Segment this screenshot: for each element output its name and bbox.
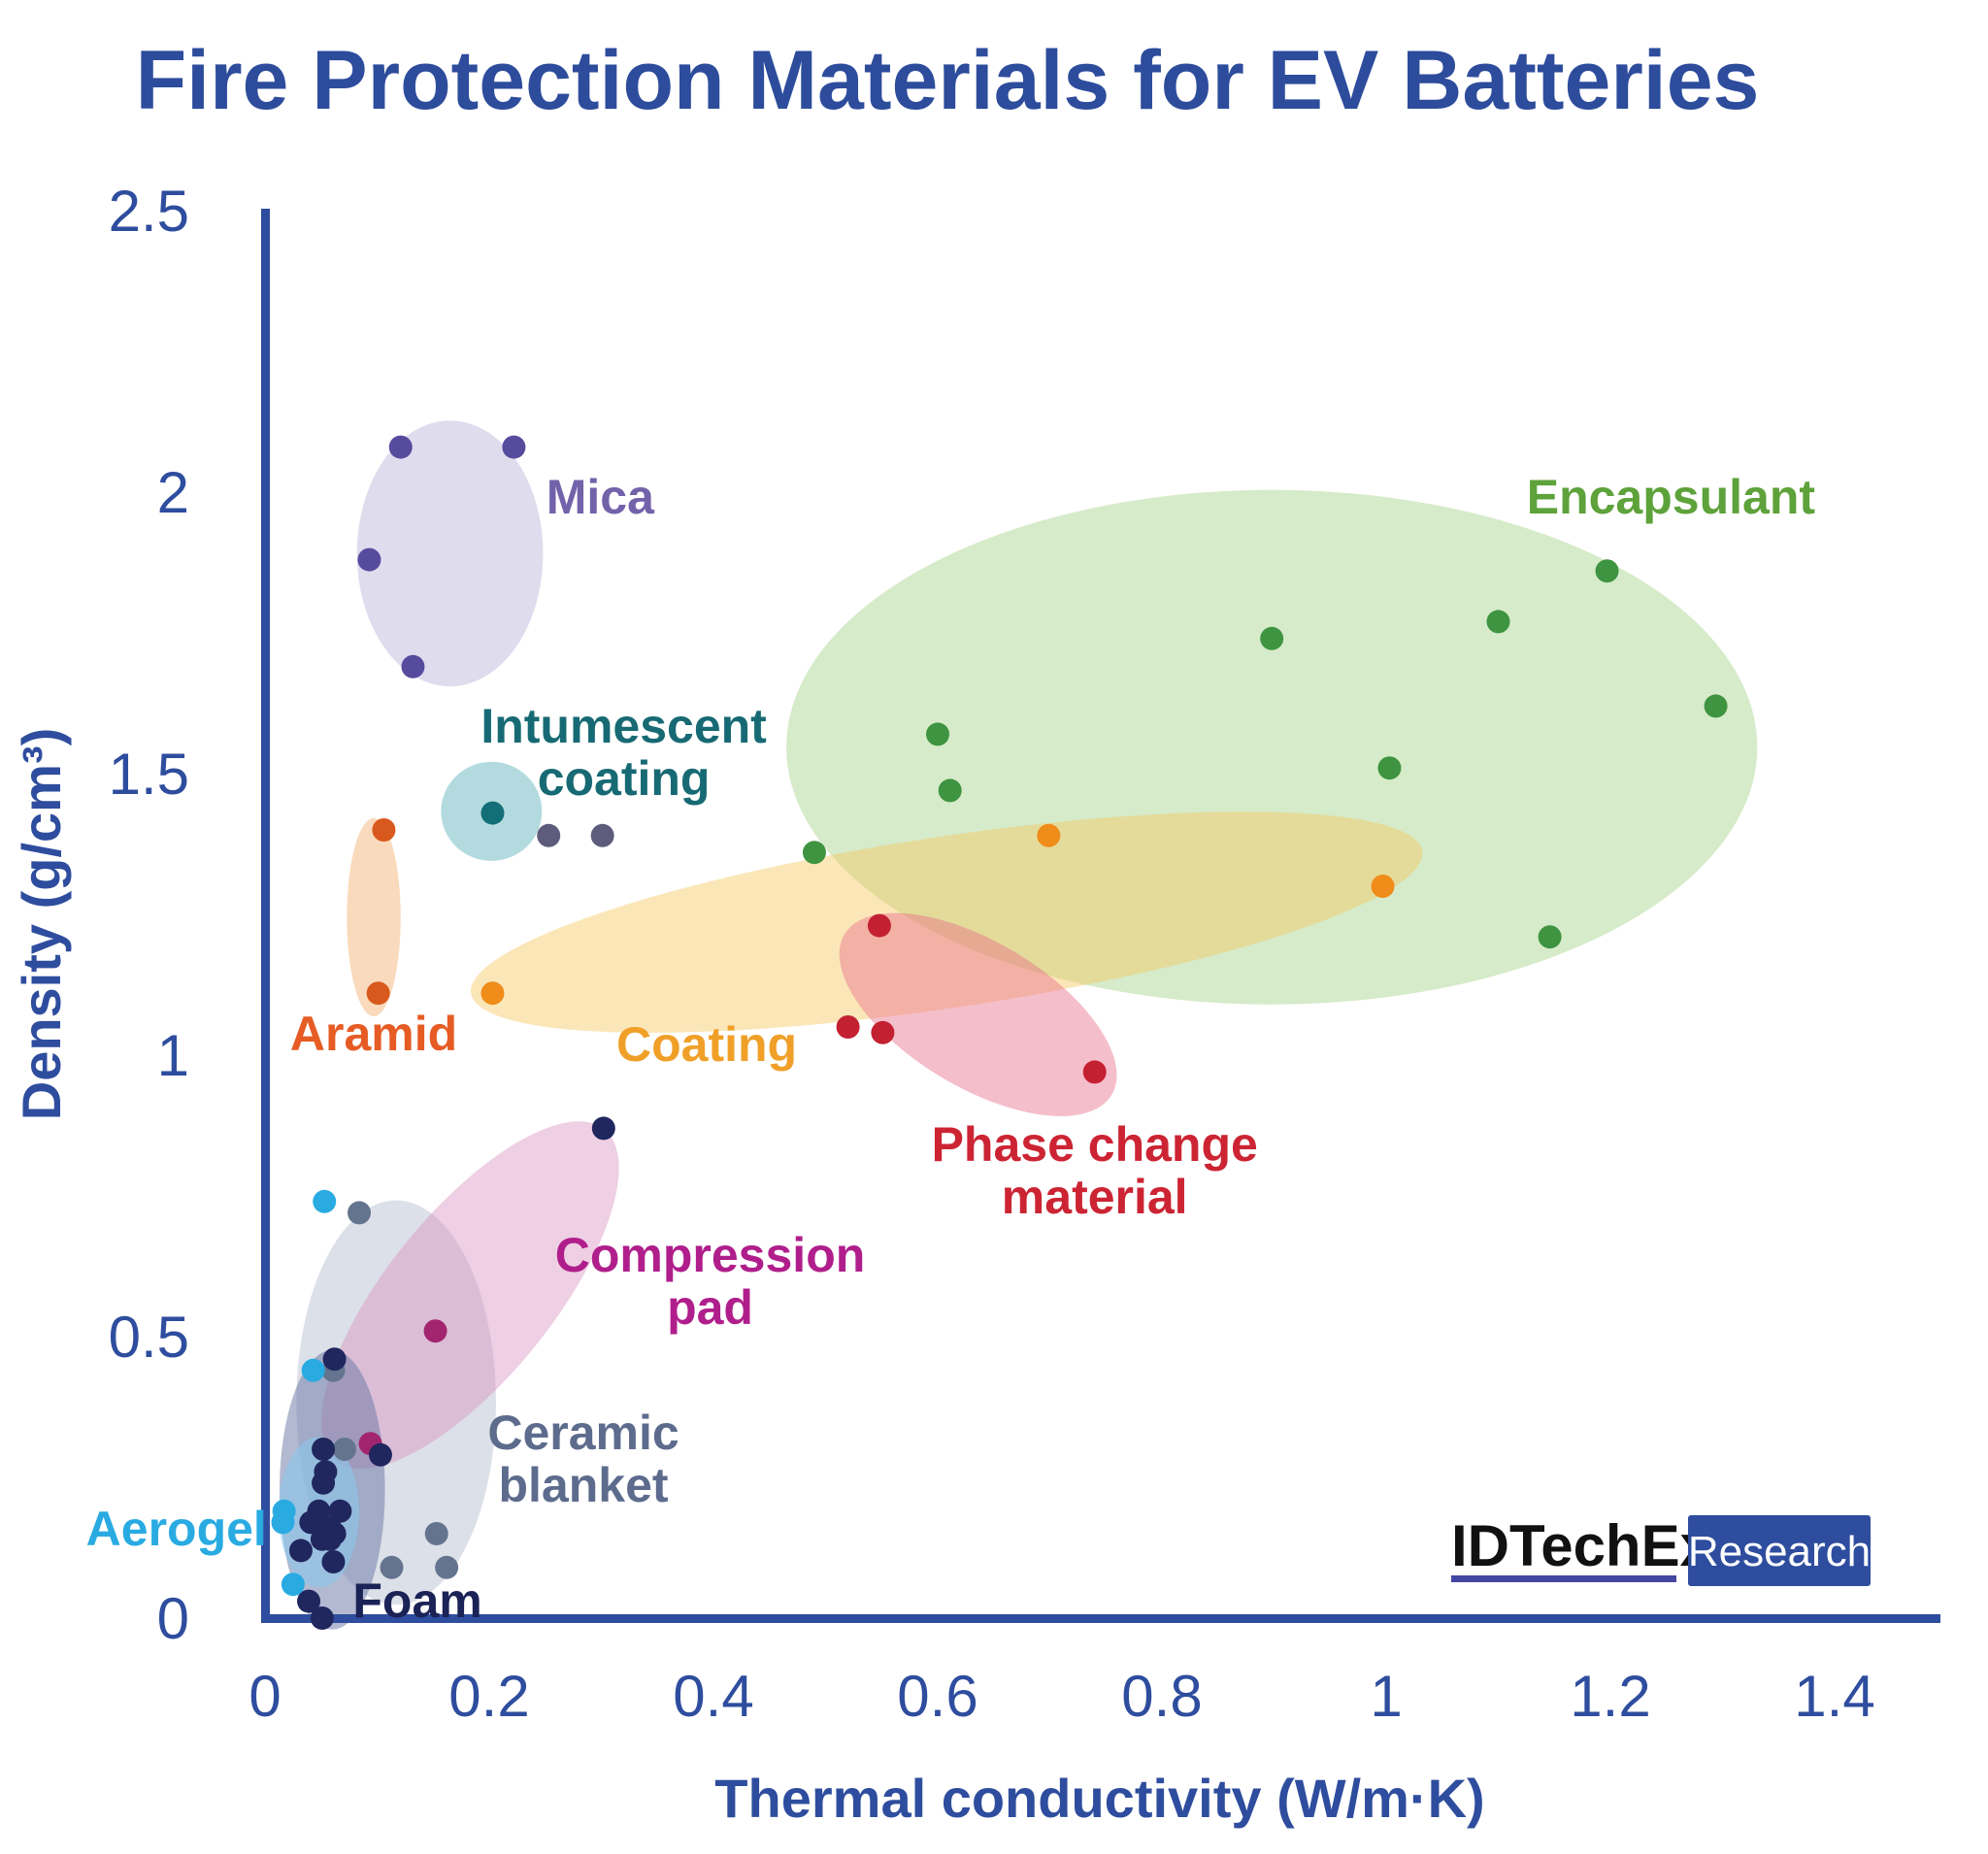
series-labels: Encapsulant Coating Phase change material Mi… [86,470,1816,1628]
x-tick-label-0: 0 [248,1664,281,1729]
x-tick-label-0.6: 0.6 [897,1664,977,1729]
series-ellipse-encapsulant [786,489,1758,1005]
series-points [271,435,1728,1630]
x-tick-label-1.2: 1.2 [1570,1664,1650,1729]
series-point-encapsulant [1538,925,1562,949]
series-point-mica [388,435,413,459]
series-point-aerogel [313,1189,337,1213]
series-point-mica [357,547,381,572]
y-tick-label-1: 1 [157,1023,189,1088]
series-point-mica [401,654,425,679]
series-ellipse-coating [471,811,1423,1033]
series-point-intumescent-coating [537,823,561,847]
logo-underline [1451,1575,1676,1582]
y-tick-label-1.5: 1.5 [109,742,189,807]
y-tick-label-0.5: 0.5 [109,1305,189,1370]
series-point-aramid [366,981,390,1006]
chart-title: Fire Protection Materials for EV Batteri… [136,34,1760,127]
series-point-ceramic-blanket [380,1555,404,1579]
series-point-intumescent-coating [590,823,614,847]
series-ellipse-aramid [347,817,401,1016]
series-point-foam [591,1116,615,1141]
series-point-foam [368,1442,392,1467]
series-point-foam [328,1499,352,1523]
series-point-foam [288,1539,313,1563]
series-label-foam: Foam [352,1573,481,1628]
series-label-compression-pad: Compression pad [555,1228,866,1335]
series-point-aerogel [271,1510,295,1535]
series-label-coating: Coating [616,1017,797,1072]
series-point-foam [297,1589,321,1613]
y-tick-label-2.5: 2.5 [109,179,189,244]
series-point-coating [480,981,505,1006]
logo-badge-box [1688,1515,1871,1586]
series-point-phase-change-material [1082,1060,1107,1084]
series-label-ceramic-blanket: Ceramic blanket [487,1406,679,1512]
series-point-intumescent-coating [480,801,505,825]
series-point-encapsulant [926,722,949,746]
series-ellipse-mica [356,420,544,687]
series-point-phase-change-material [871,1020,895,1044]
y-tick-label-0: 0 [157,1586,189,1651]
y-tick-label-2: 2 [157,460,189,525]
x-tick-label-1.4: 1.4 [1794,1664,1874,1729]
series-label-mica: Mica [547,470,655,524]
series-point-foam [317,1527,342,1551]
series-point-encapsulant [802,841,826,865]
series-point-mica [502,435,526,459]
series-point-phase-change-material [836,1015,860,1039]
series-point-foam [299,1510,323,1535]
series-point-compression-pad [423,1319,447,1343]
series-point-foam [321,1550,346,1573]
series-point-ceramic-blanket [435,1555,459,1579]
series-point-aerogel [301,1358,325,1382]
series-point-foam [322,1347,347,1372]
x-tick-label-0.8: 0.8 [1121,1664,1202,1729]
series-ellipse-compression-pad [321,1121,619,1469]
logo: IDTechEx Research [1451,1513,1871,1586]
logo-wordmark: IDTechEx [1451,1513,1712,1578]
series-point-coating [1037,823,1061,847]
series-point-ceramic-blanket [348,1201,372,1225]
series-point-encapsulant [1595,559,1619,583]
logo-badge-label: Research [1688,1528,1871,1575]
series-point-aerogel [281,1573,305,1597]
x-tick-label-0.4: 0.4 [673,1664,753,1729]
series-label-encapsulant: Encapsulant [1527,470,1816,524]
series-point-encapsulant [1377,756,1402,780]
y-axis-line [261,209,270,1623]
series-point-encapsulant [1704,694,1728,718]
series-ellipse-phase-change-material [839,912,1117,1116]
x-axis-line [261,1614,1940,1623]
series-label-phase-change-material: Phase change material [932,1117,1258,1224]
series-label-intumescent-coating: Intumescent coating [480,699,767,806]
series-point-ceramic-blanket [333,1438,357,1461]
series-point-ceramic-blanket [424,1522,448,1545]
series-label-aerogel: Aerogel [86,1502,267,1556]
series-point-aramid [372,818,396,842]
series-label-aramid: Aramid [290,1007,457,1061]
x-axis-title: Thermal conductivity (W/m·K) [714,1768,1484,1829]
series-point-encapsulant [1486,610,1510,634]
axes: 0 0.2 0.4 0.6 0.8 1 1.2 1.4 0 0.5 1 1.5 2 2.5 [109,179,1940,1729]
x-tick-label-1: 1 [1370,1664,1402,1729]
series-point-foam [310,1606,334,1630]
series-point-encapsulant [938,778,962,803]
series-point-foam [312,1471,336,1495]
series-point-coating [1371,875,1395,898]
x-tick-label-0.2: 0.2 [448,1664,529,1729]
series-point-encapsulant [1260,626,1284,650]
series-point-phase-change-material [867,913,891,938]
y-axis-title: Density (g/cm³) [11,728,72,1121]
series-point-foam [312,1438,336,1461]
